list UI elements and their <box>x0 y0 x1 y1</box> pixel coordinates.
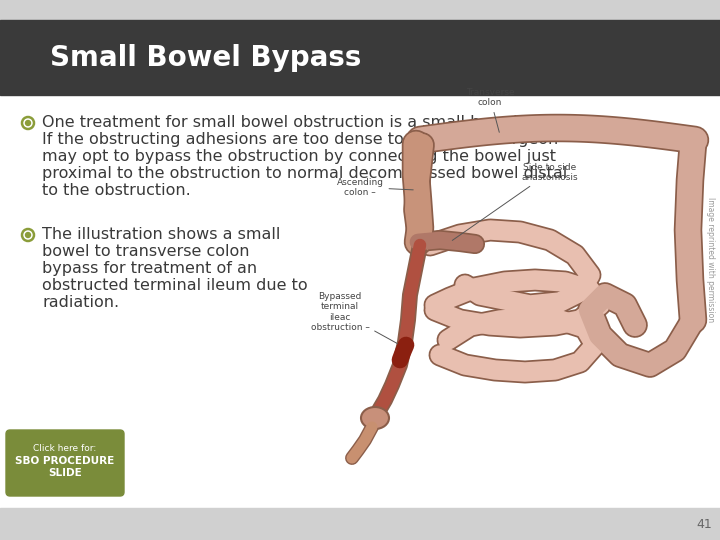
Bar <box>0 508 720 540</box>
Text: Ascending
colon –: Ascending colon – <box>336 178 413 197</box>
Text: Click here for:: Click here for: <box>33 444 96 453</box>
Text: bypass for treatment of an: bypass for treatment of an <box>42 261 257 276</box>
Text: SBO PROCEDURE: SBO PROCEDURE <box>15 456 114 466</box>
Text: proximal to the obstruction to normal decompressed bowel distal: proximal to the obstruction to normal de… <box>42 166 567 181</box>
Text: If the obstructing adhesions are too dense to repair the surgeon: If the obstructing adhesions are too den… <box>42 132 558 147</box>
Text: The illustration shows a small: The illustration shows a small <box>42 227 280 242</box>
Text: SLIDE: SLIDE <box>48 468 82 478</box>
Bar <box>0 95 720 508</box>
Text: bowel to transverse colon: bowel to transverse colon <box>42 244 250 259</box>
Text: obstructed terminal ileum due to: obstructed terminal ileum due to <box>42 278 307 293</box>
Text: to the obstruction.: to the obstruction. <box>42 183 191 198</box>
Text: may opt to bypass the obstruction by connecting the bowel just: may opt to bypass the obstruction by con… <box>42 149 556 164</box>
Circle shape <box>25 120 30 125</box>
Text: Image reprinted with permission: Image reprinted with permission <box>706 198 714 322</box>
Text: Bypassed
terminal
ileac
obstruction –: Bypassed terminal ileac obstruction – <box>310 292 397 343</box>
Bar <box>0 20 720 95</box>
Circle shape <box>25 233 30 238</box>
Text: radiation.: radiation. <box>42 295 119 310</box>
Text: Transverse
colon: Transverse colon <box>466 87 514 132</box>
Ellipse shape <box>361 407 389 429</box>
Bar <box>0 0 720 20</box>
Text: Side to side
anastomosis: Side to side anastomosis <box>452 163 578 240</box>
Text: Small Bowel Bypass: Small Bowel Bypass <box>50 44 361 72</box>
Text: 41: 41 <box>696 517 712 530</box>
Text: One treatment for small bowel obstruction is a small bowel bypass.: One treatment for small bowel obstructio… <box>42 115 584 130</box>
FancyBboxPatch shape <box>6 430 124 496</box>
